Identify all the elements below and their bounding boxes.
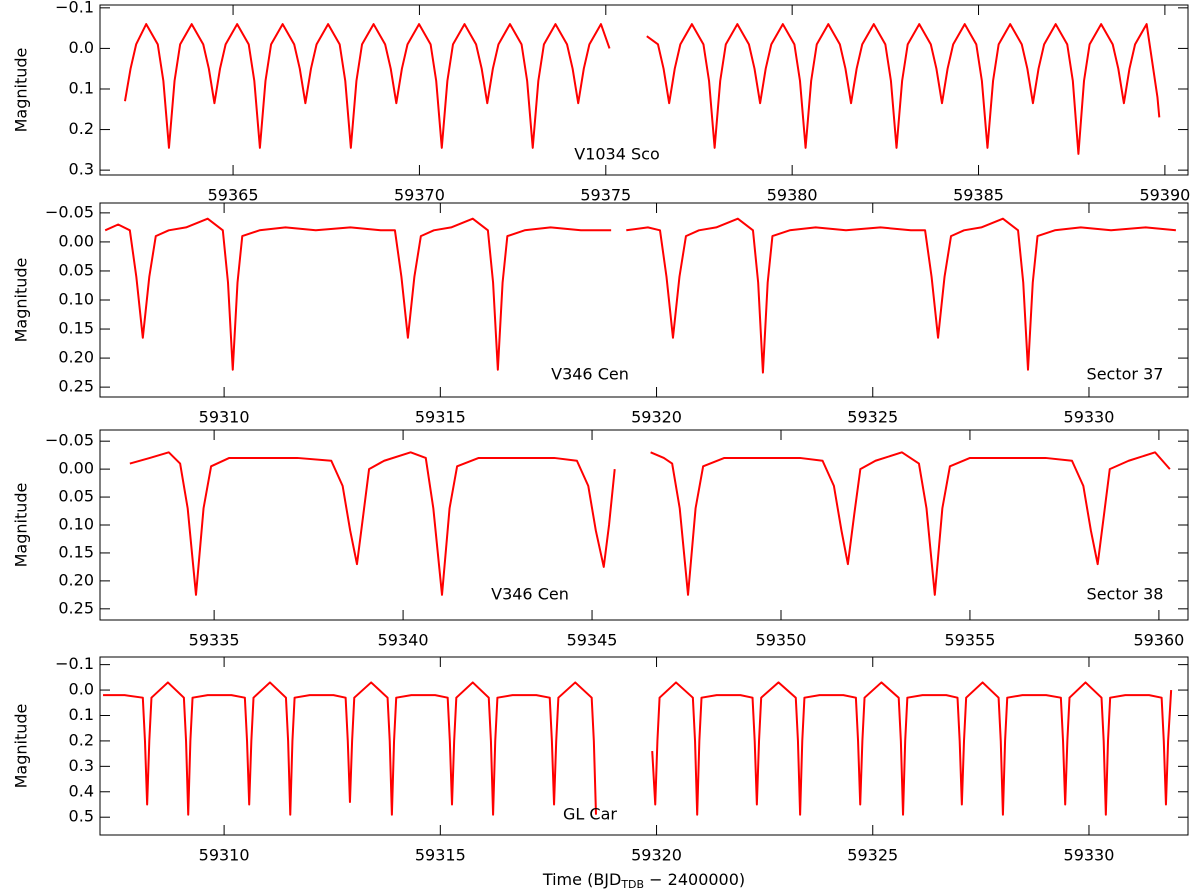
y-tick-label: 0.4 (69, 781, 94, 800)
y-tick-label: −0.1 (55, 654, 94, 673)
x-tick-label: 59365 (208, 186, 259, 205)
y-tick-label: 0.0 (69, 680, 94, 699)
x-axis-label-tail: − 2400000) (644, 870, 745, 889)
x-tick-label: 59345 (567, 631, 618, 650)
y-axis-label: Magnitude (12, 483, 31, 568)
y-tick-label: 0.1 (69, 705, 94, 724)
y-tick-label: 0.15 (58, 542, 94, 561)
y-tick-label: 0.05 (58, 260, 94, 279)
x-tick-label: 59320 (631, 408, 682, 427)
light-curve (129, 451, 1171, 596)
y-tick-label: 0.2 (69, 119, 94, 138)
y-tick-label: 0.0 (69, 38, 94, 57)
x-tick-label: 59390 (1139, 186, 1190, 205)
x-tick-label: 59380 (767, 186, 818, 205)
x-tick-label: 59385 (953, 186, 1004, 205)
x-axis-label-sub: TDB (620, 878, 644, 891)
x-tick-label: 59315 (415, 846, 466, 865)
y-tick-label: −0.1 (55, 0, 94, 16)
x-tick-label: 59310 (199, 846, 250, 865)
y-tick-label: 0.2 (69, 730, 94, 749)
y-tick-label: −0.05 (45, 202, 94, 221)
y-tick-label: 0.00 (58, 231, 94, 250)
x-tick-label: 59320 (631, 846, 682, 865)
x-tick-label: 59355 (944, 631, 995, 650)
light-curve (123, 23, 1161, 155)
plot-frame (99, 4, 1189, 176)
y-axis-label: Magnitude (12, 258, 31, 343)
y-tick-label: 0.15 (58, 319, 94, 338)
y-tick-label: 0.3 (69, 756, 94, 775)
y-tick-label: 0.25 (58, 377, 94, 396)
y-tick-label: 0.3 (69, 160, 94, 179)
x-tick-label: 59360 (1133, 631, 1184, 650)
x-axis-label-text: Time (BJD (542, 870, 622, 889)
light-curve (104, 217, 1176, 374)
y-axis-label: Magnitude (12, 48, 31, 133)
y-tick-label: 0.00 (58, 459, 94, 478)
y-tick-label: 0.10 (58, 290, 94, 309)
x-tick-label: 59315 (415, 408, 466, 427)
y-axis-label: Magnitude (12, 704, 31, 789)
y-tick-label: 0.5 (69, 807, 94, 826)
x-tick-label: 59325 (847, 408, 898, 427)
x-tick-label: 59330 (1064, 408, 1115, 427)
x-axis-label: Time (BJDTDB − 2400000) (542, 870, 745, 892)
light-curve (103, 681, 1173, 816)
x-tick-label: 59370 (394, 186, 445, 205)
x-tick-label: 59375 (580, 186, 631, 205)
annotation: Sector 38 (1087, 585, 1164, 604)
annotation: GL Car (563, 805, 617, 824)
y-tick-label: 0.25 (58, 598, 94, 617)
annotation: Sector 37 (1087, 365, 1164, 384)
y-tick-label: −0.05 (45, 431, 94, 450)
x-tick-label: 59310 (199, 408, 250, 427)
x-tick-label: 59335 (189, 631, 240, 650)
y-tick-label: 0.1 (69, 78, 94, 97)
x-tick-label: 59325 (847, 846, 898, 865)
plot-frame (99, 656, 1189, 836)
annotation: V1034 Sco (574, 145, 660, 164)
x-tick-label: 59330 (1064, 846, 1115, 865)
y-tick-label: 0.20 (58, 348, 94, 367)
y-tick-label: 0.10 (58, 515, 94, 534)
x-tick-label: 59340 (378, 631, 429, 650)
x-tick-label: 59350 (756, 631, 807, 650)
y-tick-label: 0.05 (58, 487, 94, 506)
annotation: V346 Cen (551, 365, 629, 384)
y-tick-label: 0.20 (58, 570, 94, 589)
annotation: V346 Cen (491, 585, 569, 604)
